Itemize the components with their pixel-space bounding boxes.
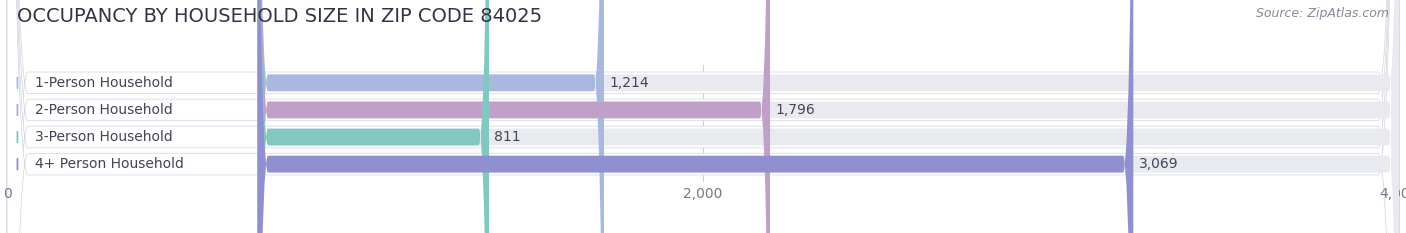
FancyBboxPatch shape xyxy=(257,0,770,233)
FancyBboxPatch shape xyxy=(257,0,1133,233)
FancyBboxPatch shape xyxy=(257,0,1399,233)
FancyBboxPatch shape xyxy=(257,0,489,233)
FancyBboxPatch shape xyxy=(7,0,1399,233)
FancyBboxPatch shape xyxy=(257,0,605,233)
Text: 3-Person Household: 3-Person Household xyxy=(35,130,173,144)
Text: 1,214: 1,214 xyxy=(609,76,648,90)
FancyBboxPatch shape xyxy=(7,0,1399,233)
FancyBboxPatch shape xyxy=(257,0,1399,233)
Text: OCCUPANCY BY HOUSEHOLD SIZE IN ZIP CODE 84025: OCCUPANCY BY HOUSEHOLD SIZE IN ZIP CODE … xyxy=(17,7,541,26)
Text: Source: ZipAtlas.com: Source: ZipAtlas.com xyxy=(1256,7,1389,20)
Text: 811: 811 xyxy=(495,130,520,144)
Text: 3,069: 3,069 xyxy=(1139,157,1178,171)
FancyBboxPatch shape xyxy=(257,0,1399,233)
FancyBboxPatch shape xyxy=(7,0,1399,233)
FancyBboxPatch shape xyxy=(7,0,1399,233)
Text: 4+ Person Household: 4+ Person Household xyxy=(35,157,184,171)
Text: 1,796: 1,796 xyxy=(775,103,815,117)
Text: 1-Person Household: 1-Person Household xyxy=(35,76,173,90)
Text: 2-Person Household: 2-Person Household xyxy=(35,103,173,117)
FancyBboxPatch shape xyxy=(257,0,1399,233)
